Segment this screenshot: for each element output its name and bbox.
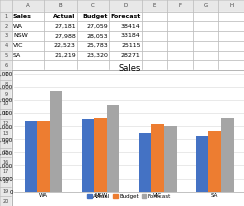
Text: 33184: 33184 <box>121 33 141 39</box>
Text: 22,523: 22,523 <box>54 43 76 48</box>
Text: 14: 14 <box>3 140 9 145</box>
Text: 17: 17 <box>3 170 9 174</box>
Bar <box>25 121 37 192</box>
Text: G: G <box>203 3 208 8</box>
Bar <box>82 118 94 192</box>
Text: E: E <box>153 3 156 8</box>
Text: 25,783: 25,783 <box>86 43 108 48</box>
Text: 28,053: 28,053 <box>87 33 108 39</box>
Text: VIC: VIC <box>13 43 23 48</box>
Text: 7: 7 <box>4 72 8 77</box>
Text: 13: 13 <box>3 131 9 136</box>
Text: A: A <box>26 3 30 8</box>
Legend: Actual, Budget, Forecast: Actual, Budget, Forecast <box>85 192 173 201</box>
Bar <box>107 105 120 192</box>
Text: Forecast: Forecast <box>110 14 141 19</box>
Bar <box>37 121 50 192</box>
Text: Budget: Budget <box>83 14 108 19</box>
Text: 27,059: 27,059 <box>86 24 108 29</box>
Bar <box>152 124 164 192</box>
Text: C: C <box>91 3 95 8</box>
Bar <box>208 131 221 192</box>
Text: 11: 11 <box>3 111 9 116</box>
Bar <box>164 126 176 192</box>
Text: 6: 6 <box>4 63 8 68</box>
Bar <box>196 136 208 192</box>
Text: 28271: 28271 <box>121 53 141 58</box>
Text: 5: 5 <box>4 53 8 58</box>
Text: H: H <box>229 3 233 8</box>
Bar <box>94 118 107 192</box>
Text: F: F <box>178 3 182 8</box>
Text: 20: 20 <box>3 199 9 204</box>
Text: B: B <box>59 3 62 8</box>
Text: 12: 12 <box>3 121 9 126</box>
Text: Sales: Sales <box>13 14 32 19</box>
Bar <box>139 133 152 192</box>
Text: 9: 9 <box>4 92 8 97</box>
Text: 23,320: 23,320 <box>86 53 108 58</box>
Text: 15: 15 <box>3 150 9 155</box>
Text: 4: 4 <box>4 43 8 48</box>
Bar <box>221 118 234 192</box>
Text: NSW: NSW <box>13 33 28 39</box>
Text: 21,219: 21,219 <box>54 53 76 58</box>
Text: 3: 3 <box>4 33 8 39</box>
Text: 16: 16 <box>3 160 9 165</box>
Text: 8: 8 <box>4 82 8 87</box>
Text: 19: 19 <box>3 189 9 194</box>
Text: 18: 18 <box>3 179 9 184</box>
Text: SA: SA <box>13 53 21 58</box>
Text: 25115: 25115 <box>121 43 141 48</box>
Text: 2: 2 <box>4 24 8 29</box>
Text: 38414: 38414 <box>121 24 141 29</box>
Text: 1: 1 <box>4 14 8 19</box>
Text: 27,988: 27,988 <box>54 33 76 39</box>
Text: D: D <box>123 3 128 8</box>
Text: WA: WA <box>13 24 23 29</box>
Text: 27,181: 27,181 <box>54 24 76 29</box>
Title: Sales: Sales <box>118 64 140 73</box>
Bar <box>50 91 62 192</box>
Text: 10: 10 <box>3 102 9 107</box>
Text: Actual: Actual <box>53 14 76 19</box>
